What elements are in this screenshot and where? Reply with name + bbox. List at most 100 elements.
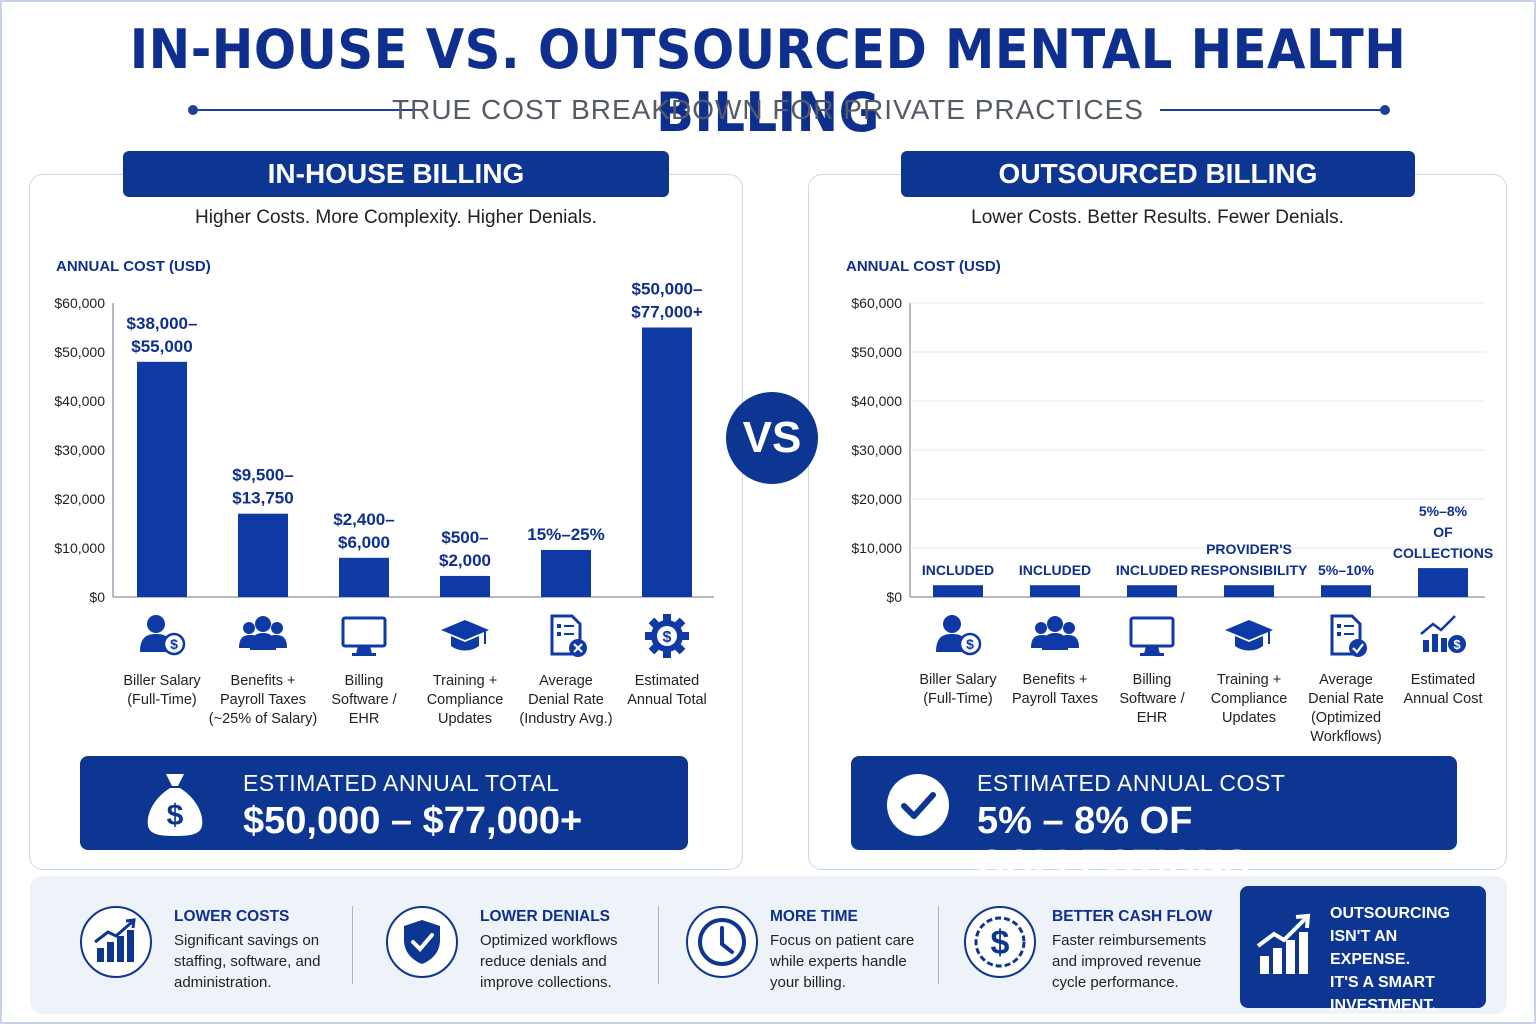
benefit-text: Focus on patient care while experts handl… [770,932,915,991]
monitor-icon [1129,616,1175,656]
approved-document-icon [1330,614,1367,657]
benefits-people-icon [239,616,287,650]
y-tick-label: $20,000 [54,491,105,507]
y-tick-label: $10,000 [54,540,105,556]
category-label: (Optimized [1311,710,1381,726]
benefit-better-cash-flow: $ BETTER CASH FLOW Faster reimbursements… [964,876,1244,1014]
graduation-cap-icon [441,620,489,651]
y-tick-label: $30,000 [851,442,902,458]
category-label: Training + [1217,672,1281,688]
y-tick-label: $10,000 [851,540,902,556]
data-label: INCLUDED [922,562,994,578]
y-tick-label: $60,000 [54,295,105,311]
svg-text:$: $ [991,924,1010,962]
data-label: 15%–25% [527,525,605,544]
y-tick-label: $40,000 [54,393,105,409]
subtitle-line-right [1160,109,1382,111]
bar-growth-icon [80,906,152,978]
category-label: Updates [438,711,492,727]
cta-text: OUTSOURCING ISN'T AN EXPENSE. IT'S A SMART… [1330,905,1450,1014]
y-tick-label: $30,000 [54,442,105,458]
svg-text:$: $ [966,636,974,652]
checkmark-icon [887,774,949,836]
biller-salary-icon: $ [936,615,982,656]
inhouse-total-label: ESTIMATED ANNUAL TOTAL [243,770,560,796]
data-label: INCLUDED [1019,562,1091,578]
rising-chart-icon [1256,913,1311,974]
biller-salary-icon: $ [140,615,186,656]
y-tick-label: $0 [89,589,105,605]
benefit-divider [938,906,939,984]
category-label: Annual Cost [1404,691,1483,707]
data-label: $2,000 [439,551,491,570]
data-label: RESPONSIBILITY [1191,562,1308,578]
subtitle-line-left [196,109,416,111]
benefit-text: Optimized workflows reduce denials and imp… [480,932,618,991]
category-label: Payroll Taxes [220,692,306,708]
bar [1127,585,1177,597]
benefit-lower-costs: LOWER COSTS Significant savings on staffi… [80,876,360,1014]
subtitle-dot-left [188,105,198,115]
category-label: Denial Rate [1308,691,1384,707]
benefit-text: Significant savings on staffing, software… [174,932,321,991]
benefit-title: MORE TIME [770,908,858,925]
bar [1030,585,1080,597]
money-bag-icon: $ [147,774,203,836]
bar [137,361,187,597]
shield-check-icon [386,906,458,978]
inhouse-tagline: Higher Costs. More Complexity. Higher De… [195,207,597,228]
category-label: Average [1319,672,1373,688]
category-label: Compliance [427,692,504,708]
inhouse-total-box: $ ESTIMATED ANNUAL TOTAL $50,000 – $77,0… [80,756,688,850]
category-label: Biller Salary [123,673,201,689]
y-tick-label: $50,000 [851,344,902,360]
category-label: EHR [349,711,380,727]
category-label: Training + [433,673,497,689]
inhouse-total-value: $50,000 – $77,000+ [243,800,583,842]
data-label: INCLUDED [1116,562,1188,578]
bar [933,585,983,597]
data-label: PROVIDER'S [1206,541,1292,557]
bar [339,557,389,597]
data-label: OF [1433,524,1453,540]
category-label: (Full-Time) [127,692,197,708]
outsourced-total-box: ESTIMATED ANNUAL COST 5% – 8% OF COLLECT… [851,756,1457,885]
y-tick-label: $40,000 [851,393,902,409]
dollar-circle-icon: $ [964,906,1036,978]
data-label: $13,750 [232,489,293,508]
benefit-text: Faster reimbursements and improved revenu… [1052,932,1207,991]
category-label: Billing [1133,672,1172,688]
bar [440,575,490,597]
benefit-title: LOWER DENIALS [480,908,611,925]
category-label: Payroll Taxes [1012,691,1098,707]
category-label: Billing [345,673,384,689]
bar [1224,585,1274,597]
svg-text:$: $ [170,636,178,652]
benefit-lower-denials: LOWER DENIALS Optimized workflows reduce … [386,876,666,1014]
category-label: Biller Salary [919,672,997,688]
category-label: (Industry Avg.) [519,711,612,727]
category-label: (Full-Time) [923,691,993,707]
category-label: EHR [1137,710,1168,726]
subtitle-dot-right [1380,105,1390,115]
category-label: Average [539,673,593,689]
bar [1418,568,1468,597]
svg-text:$: $ [1453,637,1461,652]
data-label: $38,000– [127,314,198,333]
benefit-title: BETTER CASH FLOW [1052,908,1213,925]
data-label: $500– [441,528,488,547]
y-tick-label: $0 [886,589,902,605]
category-label: Annual Total [627,692,707,708]
clock-icon [686,906,758,978]
outsourced-chart: $0 $10,000 $20,000 $30,000 $40,000 $50,000 $60… [851,295,1493,745]
inhouse-header: IN-HOUSE BILLING [123,151,669,197]
data-label: 5%–8% [1419,503,1468,519]
bar [1321,585,1371,597]
page-subtitle: TRUE COST BREAKDOWN FOR PRIVATE PRACTICE… [392,94,1144,125]
outsourced-tagline: Lower Costs. Better Results. Fewer Denia… [971,207,1344,228]
category-label: Compliance [1211,691,1288,707]
category-label: Benefits + [1023,672,1088,688]
graduation-cap-icon [1225,620,1273,651]
category-label: Software / [1119,691,1185,707]
benefits-people-icon [1031,616,1079,650]
